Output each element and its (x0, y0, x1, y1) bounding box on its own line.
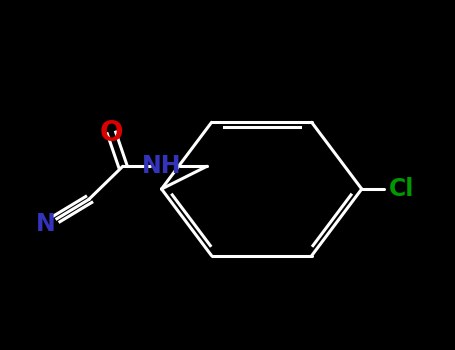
Text: O: O (100, 119, 123, 147)
Text: Cl: Cl (389, 177, 415, 201)
Text: N: N (35, 212, 56, 236)
Text: NH: NH (142, 154, 181, 178)
